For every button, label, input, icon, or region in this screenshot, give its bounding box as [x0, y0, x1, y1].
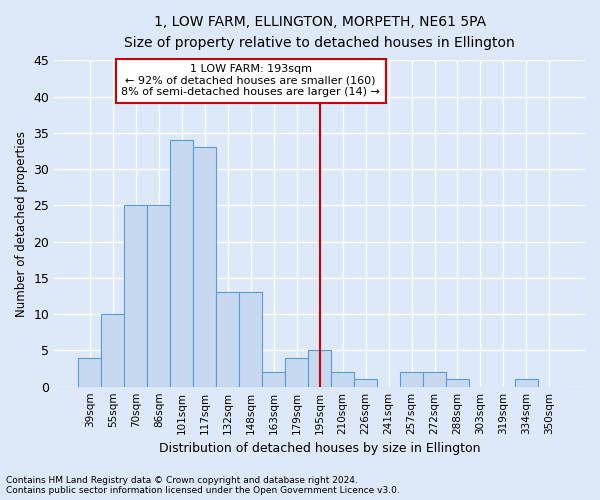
Bar — [446, 380, 469, 386]
Bar — [331, 372, 354, 386]
Title: 1, LOW FARM, ELLINGTON, MORPETH, NE61 5PA
Size of property relative to detached : 1, LOW FARM, ELLINGTON, MORPETH, NE61 5P… — [124, 15, 515, 50]
Bar — [515, 380, 538, 386]
Bar — [216, 292, 239, 386]
Bar — [124, 206, 148, 386]
Bar — [262, 372, 285, 386]
Y-axis label: Number of detached properties: Number of detached properties — [15, 130, 28, 316]
Bar — [423, 372, 446, 386]
Bar — [308, 350, 331, 386]
Bar — [170, 140, 193, 386]
X-axis label: Distribution of detached houses by size in Ellington: Distribution of detached houses by size … — [159, 442, 481, 455]
Bar — [79, 358, 101, 386]
Bar — [193, 148, 216, 386]
Bar — [285, 358, 308, 386]
Bar — [239, 292, 262, 386]
Text: Contains HM Land Registry data © Crown copyright and database right 2024.
Contai: Contains HM Land Registry data © Crown c… — [6, 476, 400, 495]
Bar — [400, 372, 423, 386]
Bar — [354, 380, 377, 386]
Text: 1 LOW FARM: 193sqm
← 92% of detached houses are smaller (160)
8% of semi-detache: 1 LOW FARM: 193sqm ← 92% of detached hou… — [121, 64, 380, 98]
Bar — [101, 314, 124, 386]
Bar — [148, 206, 170, 386]
